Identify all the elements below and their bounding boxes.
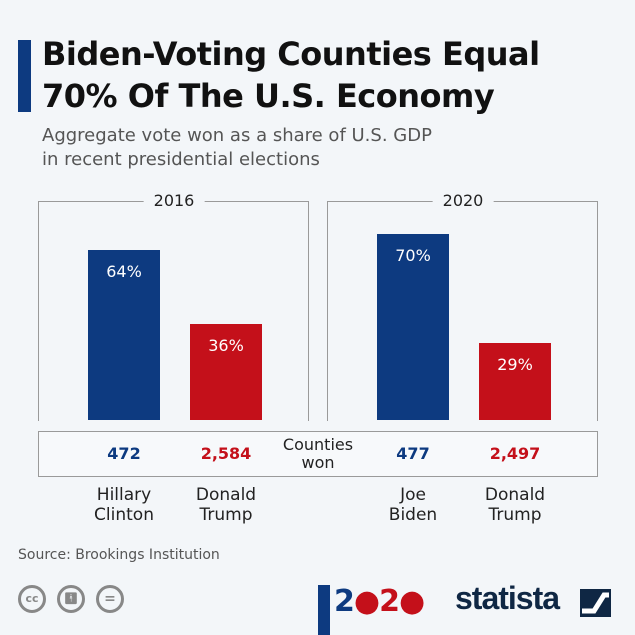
footer-accent-bar bbox=[318, 585, 330, 635]
label-line: won bbox=[301, 453, 335, 472]
nd-icon: = bbox=[96, 585, 124, 613]
bar: 36% bbox=[190, 324, 262, 420]
bar-value-label: 36% bbox=[208, 336, 244, 356]
bar: 70% bbox=[377, 234, 449, 420]
name-line: Clinton bbox=[94, 505, 154, 525]
subtitle-line: in recent presidential elections bbox=[42, 149, 320, 170]
chart-title: Biden-Voting Counties Equal 70% Of The U… bbox=[42, 33, 540, 117]
subtitle-line: Aggregate vote won as a share of U.S. GD… bbox=[42, 125, 432, 146]
chart-subtitle: Aggregate vote won as a share of U.S. GD… bbox=[42, 124, 432, 172]
candidate-name: Hillary Clinton bbox=[69, 485, 179, 525]
candidate-name: Donald Trump bbox=[460, 485, 570, 525]
title-line: Biden-Voting Counties Equal bbox=[42, 35, 540, 73]
name-line: Joe bbox=[400, 485, 426, 505]
statista-logo: statista bbox=[455, 580, 560, 616]
label-line: Counties bbox=[282, 435, 354, 454]
name-line: Trump bbox=[199, 505, 253, 525]
name-line: Trump bbox=[488, 505, 542, 525]
title-accent-bar bbox=[18, 40, 31, 112]
name-line: Hillary bbox=[96, 485, 152, 505]
counties-won-label: Counties won bbox=[271, 436, 365, 472]
title-line: 70% Of The U.S. Economy bbox=[42, 77, 495, 115]
by-icon: 🚹︎ bbox=[57, 585, 85, 613]
bar-value-label: 29% bbox=[497, 354, 533, 374]
source-note: Source: Brookings Institution bbox=[18, 547, 220, 563]
panel-2020: 2020 bbox=[327, 191, 598, 421]
counties-won-value: 477 bbox=[396, 444, 430, 463]
counties-won-value: 2,497 bbox=[489, 444, 541, 463]
counties-won-box: Counties won bbox=[38, 431, 598, 477]
name-line: Donald bbox=[195, 485, 257, 505]
bar: 64% bbox=[88, 250, 160, 420]
panel-label: 2016 bbox=[143, 191, 205, 210]
candidate-name: Donald Trump bbox=[171, 485, 281, 525]
candidate-name: Joe Biden bbox=[358, 485, 468, 525]
panel-2016: 2016 bbox=[38, 191, 309, 421]
name-line: Biden bbox=[388, 505, 438, 525]
cc-icon: cc bbox=[18, 585, 46, 613]
bar-value-label: 70% bbox=[395, 246, 431, 266]
bar-value-label: 64% bbox=[106, 262, 142, 282]
counties-won-value: 472 bbox=[107, 444, 141, 463]
name-line: Donald bbox=[484, 485, 546, 505]
counties-won-value: 2,584 bbox=[200, 444, 252, 463]
statista-logo-icon bbox=[580, 589, 611, 617]
election-2020-logo: 2●2● bbox=[334, 584, 425, 619]
bar: 29% bbox=[479, 342, 551, 420]
panel-label: 2020 bbox=[432, 191, 494, 210]
